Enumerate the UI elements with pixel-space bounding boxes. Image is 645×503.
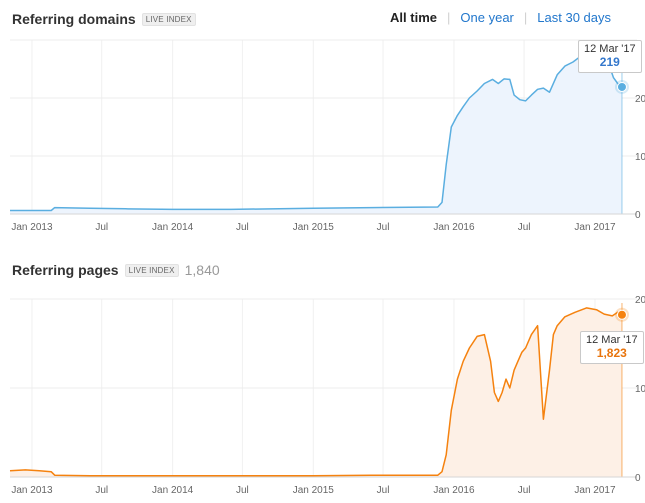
x-tick-label: Jul xyxy=(95,222,108,233)
series-line xyxy=(9,307,623,477)
x-tick-label: Jan 2015 xyxy=(293,222,335,233)
pages-tooltip: 12 Mar '17 1,823 xyxy=(580,331,644,364)
domains-live-index-badge: LIVE INDEX xyxy=(141,12,196,26)
time-range-tabs: All time | One year | Last 30 days xyxy=(390,10,621,25)
y-tick-label: 100 xyxy=(635,152,645,163)
pages-title: Referring pages xyxy=(12,262,119,278)
x-tick-label: Jan 2014 xyxy=(152,485,194,496)
x-tick-label: Jan 2017 xyxy=(574,222,616,233)
pages-live-index-badge: LIVE INDEX xyxy=(124,263,179,277)
tab-all-time[interactable]: All time xyxy=(390,10,438,25)
x-tick-label: Jan 2014 xyxy=(152,222,194,233)
pages-tooltip-date: 12 Mar '17 xyxy=(586,334,638,346)
x-tick-label: Jul xyxy=(95,485,108,496)
x-tick-label: Jul xyxy=(377,222,390,233)
hover-marker xyxy=(616,81,627,92)
referring-domains-chart[interactable]: Jan 2013 Jul Jan 2014 Jul Jan 2015 Jul Jan 201… xyxy=(0,38,645,244)
tab-one-year[interactable]: One year xyxy=(460,10,514,25)
y-tick-label: 0 xyxy=(635,473,641,484)
domains-tooltip-value: 219 xyxy=(599,55,620,69)
x-tick-label: Jan 2016 xyxy=(433,485,475,496)
x-tick-label: Jul xyxy=(377,485,390,496)
hover-marker xyxy=(616,309,627,320)
x-tick-label: Jan 2013 xyxy=(11,222,53,233)
x-tick-label: Jul xyxy=(236,485,249,496)
y-tick-label: 2000 xyxy=(635,295,645,306)
domains-tooltip-date: 12 Mar '17 xyxy=(584,43,636,55)
tab-separator: | xyxy=(523,10,528,25)
pages-header: Referring pages LIVE INDEX 1,840 xyxy=(12,262,220,278)
x-tick-label: Jul xyxy=(518,222,531,233)
x-tick-label: Jul xyxy=(236,222,249,233)
x-tick-label: Jan 2016 xyxy=(433,222,475,233)
domains-title: Referring domains xyxy=(12,11,136,27)
domains-tooltip: 12 Mar '17 219 xyxy=(578,40,642,73)
series-area xyxy=(10,48,622,215)
y-tick-label: 0 xyxy=(635,210,641,221)
x-tick-label: Jan 2013 xyxy=(11,485,53,496)
domains-header: Referring domains LIVE INDEX xyxy=(12,11,196,27)
x-tick-label: Jul xyxy=(518,485,531,496)
y-tick-label: 200 xyxy=(635,94,645,105)
pages-total-count: 1,840 xyxy=(184,262,220,278)
tab-separator: | xyxy=(447,10,451,25)
pages-tooltip-value: 1,823 xyxy=(596,346,627,360)
y-tick-label: 1000 xyxy=(635,384,645,395)
x-tick-label: Jan 2017 xyxy=(574,485,616,496)
referring-pages-chart[interactable]: Jan 2013 Jul Jan 2014 Jul Jan 2015 Jul Jan 201… xyxy=(0,287,645,500)
tab-last-30-days[interactable]: Last 30 days xyxy=(537,10,611,25)
x-tick-label: Jan 2015 xyxy=(293,485,335,496)
